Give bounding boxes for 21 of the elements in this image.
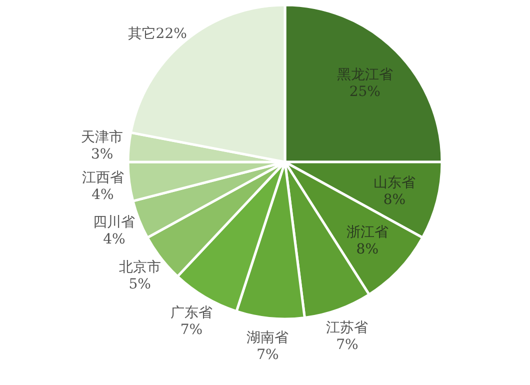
data-label: 25% xyxy=(349,84,380,100)
data-label: 5% xyxy=(128,276,151,293)
data-label: 8% xyxy=(383,192,406,208)
slice-label: 山东省 xyxy=(373,175,416,192)
slice-label: 浙江省 xyxy=(346,224,388,240)
slice-label: 江西省 xyxy=(82,170,124,186)
slice-label: 四川省 xyxy=(93,214,136,231)
slice-label: 江苏省 xyxy=(326,320,368,336)
data-label: 7% xyxy=(180,322,203,338)
slice-label: 天津市 xyxy=(81,130,124,146)
data-label: 3% xyxy=(91,146,114,163)
slice-label: 湖南省 xyxy=(246,330,289,346)
data-label: 4% xyxy=(92,187,114,204)
data-label: 4% xyxy=(103,232,126,248)
data-label: 7% xyxy=(256,346,279,363)
data-label: 7% xyxy=(336,336,358,353)
slice-label: 黑龙江省 xyxy=(336,67,393,84)
data-label: 8% xyxy=(356,241,379,258)
slice-label: 其它22% xyxy=(128,26,187,42)
slice-label: 北京市 xyxy=(118,260,161,276)
slice-label: 广东省 xyxy=(170,305,212,322)
